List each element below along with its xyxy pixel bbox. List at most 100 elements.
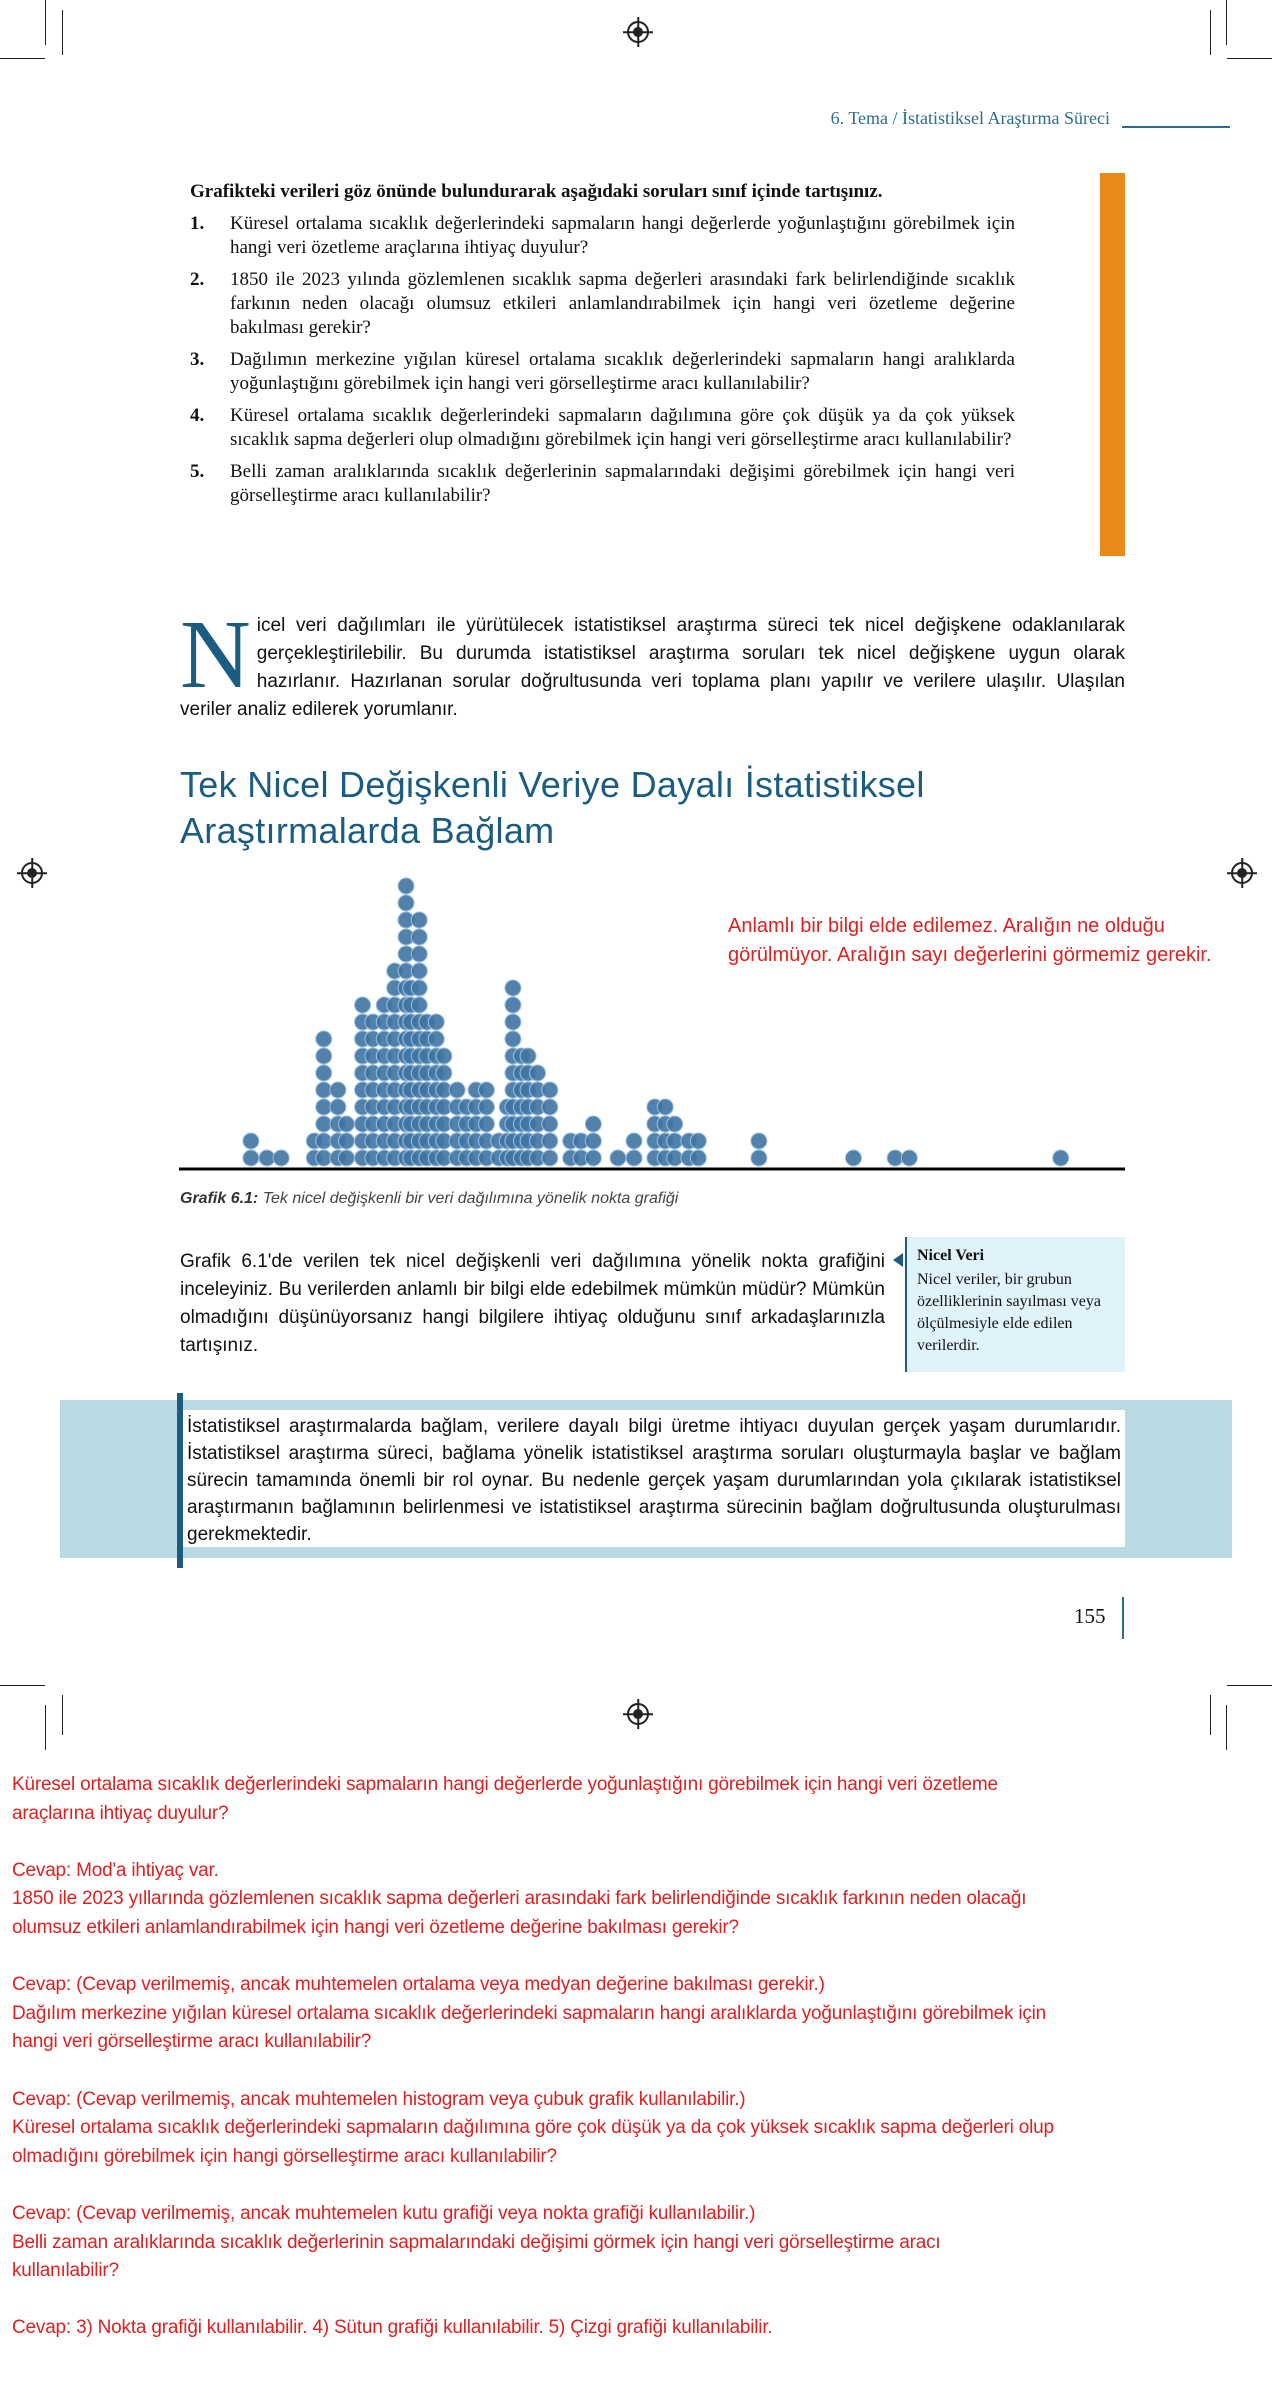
data-dot [435, 1064, 453, 1082]
registration-mark-icon [1231, 862, 1253, 884]
data-dot [337, 1132, 355, 1150]
data-dot [900, 1149, 918, 1167]
data-dot [584, 1149, 602, 1167]
answer-blank-line [12, 2057, 1270, 2086]
crop-mark [1210, 1695, 1211, 1735]
data-dot [315, 1098, 333, 1116]
data-dot [504, 979, 522, 997]
data-dot [750, 1132, 768, 1150]
answer-line: 1850 ile 2023 yıllarında gözlemlenen sıc… [12, 1888, 1027, 1910]
data-dot [315, 1115, 333, 1133]
data-dot [329, 1098, 347, 1116]
discussion-questions: Grafikteki verileri göz önünde bulundura… [190, 180, 1015, 516]
crop-mark [45, 0, 46, 45]
crop-mark [1226, 1705, 1227, 1750]
data-dot [315, 1149, 333, 1167]
crop-mark [0, 58, 45, 59]
answer-blank-line [12, 2171, 1270, 2200]
caption-text: Tek nicel değişkenli bir veri dağılımına… [262, 1190, 679, 1207]
question-item: 2. 1850 ile 2023 yılında gözlemlenen sıca… [190, 268, 1015, 340]
data-dot [477, 1115, 495, 1133]
answer-blank-line [12, 1943, 1270, 1972]
data-dot [337, 1149, 355, 1167]
data-dot [410, 996, 428, 1014]
data-dot [529, 1064, 547, 1082]
context-box-text: İstatistiksel araştırmalarda bağlam, ver… [183, 1410, 1125, 1547]
section-title: Tek Nicel Değişkenli Veriye Dayalı İstat… [180, 762, 925, 854]
data-dot [541, 1081, 559, 1099]
data-dot [656, 1098, 674, 1116]
context-accent-bar [177, 1393, 183, 1568]
answer-line: olumsuz etkileri anlamlandırabilmek için… [12, 1916, 739, 1938]
activity-paragraph: Grafik 6.1'de verilen tek nicel değişken… [180, 1251, 885, 1356]
registration-mark-icon [627, 21, 649, 43]
data-dot [272, 1149, 290, 1167]
answer-line: Cevap: 3) Nokta grafiği kullanılabilir. … [12, 2317, 773, 2339]
crop-mark [0, 1685, 45, 1686]
data-dot [242, 1149, 260, 1167]
intro-paragraph-text: icel veri dağılımları ile yürütülecek is… [180, 615, 1125, 720]
data-dot [315, 1081, 333, 1099]
answer-line: araçlarına ihtiyaç duyulur? [12, 1802, 229, 1824]
dot-plot-chart [179, 877, 1125, 1171]
data-dot [519, 1047, 537, 1065]
data-dot [397, 894, 415, 912]
caption-label: Grafik 6.1: [180, 1190, 259, 1207]
data-dot [354, 996, 372, 1014]
breadcrumb: 6. Tema / İstatistiksel Araştırma Süreci [830, 108, 1110, 128]
crop-mark [1227, 58, 1272, 59]
section-title-line: Araştırmalarda Bağlam [180, 810, 555, 851]
question-text: Dağılımın merkezine yığılan küresel orta… [230, 349, 1015, 394]
answer-line: Küresel ortalama sıcaklık değerlerindeki… [12, 2117, 1054, 2139]
data-dot [435, 1047, 453, 1065]
answers-text: Küresel ortalama sıcaklık değerlerindeki… [12, 1771, 1270, 2343]
data-dot [448, 1081, 466, 1099]
data-dot [477, 1098, 495, 1116]
answer-line: hangi veri görselleştirme aracı kullanıl… [12, 2031, 372, 2053]
data-dot [477, 1081, 495, 1099]
data-dot [315, 1064, 333, 1082]
answer-blank-line [12, 2286, 1270, 2315]
definition-box: Nicel Veri Nicel veriler, bir grubun öze… [893, 1237, 1125, 1372]
crop-mark [1227, 1685, 1272, 1686]
data-dot [625, 1132, 643, 1150]
data-dot [258, 1149, 276, 1167]
data-dot [750, 1149, 768, 1167]
definition-title: Nicel Veri [917, 1247, 985, 1264]
question-text: 1850 ile 2023 yılında gözlemlenen sıcakl… [230, 269, 1015, 338]
crop-mark [62, 10, 63, 55]
data-dot [689, 1149, 707, 1167]
data-dot [541, 1132, 559, 1150]
question-text: Belli zaman aralıklarında sıcaklık değer… [230, 461, 1015, 506]
header-rule [1122, 126, 1230, 128]
crop-mark [1210, 10, 1211, 55]
data-dot [427, 1013, 445, 1031]
question-item: 4. Küresel ortalama sıcaklık değerlerinde… [190, 404, 1015, 452]
handwritten-note: Anlamlı bir bilgi elde edilemez. Aralığı… [728, 915, 1212, 966]
data-dot [609, 1149, 627, 1167]
answer-line: Cevap: (Cevap verilmemiş, ancak muhtemel… [12, 1974, 825, 1996]
answer-line: olmadığını görebilmek için hangi görsell… [12, 2145, 557, 2167]
data-dot [584, 1132, 602, 1150]
answer-line: Cevap: (Cevap verilmemiş, ancak muhtemel… [12, 2088, 746, 2110]
question-number: 4. [190, 405, 205, 426]
data-dot [504, 1030, 522, 1048]
data-dot [410, 911, 428, 929]
orange-side-bar [1100, 173, 1125, 556]
data-dot [666, 1149, 684, 1167]
data-dot [666, 1132, 684, 1150]
data-dot [844, 1149, 862, 1167]
data-dot [504, 1013, 522, 1031]
discussion-intro: Grafikteki verileri göz önünde bulundura… [190, 181, 883, 202]
data-dot [410, 945, 428, 963]
data-dot [541, 1098, 559, 1116]
registration-mark-icon [21, 862, 43, 884]
data-dot [410, 979, 428, 997]
question-item: 5. Belli zaman aralıklarında sıcaklık değ… [190, 460, 1015, 508]
answer-line: Cevap: Mod'a ihtiyaç var. [12, 1859, 219, 1881]
pointer-arrow-icon [893, 1253, 903, 1267]
question-number: 5. [190, 461, 205, 482]
data-dot [886, 1149, 904, 1167]
question-text: Küresel ortalama sıcaklık değerlerindeki… [230, 405, 1015, 450]
